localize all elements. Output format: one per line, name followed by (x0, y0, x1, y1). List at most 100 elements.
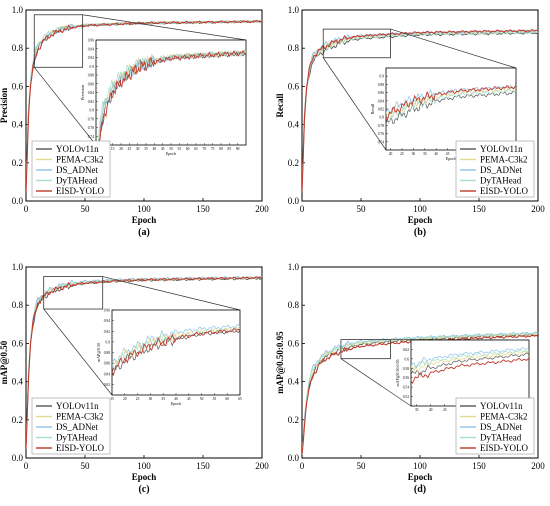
inset-y-tick-label: 0.82 (104, 383, 110, 387)
x-tick-label: 0 (24, 461, 29, 471)
y-tick-label: 0.4 (288, 120, 300, 130)
series-line-eisd-yolo (26, 19, 262, 192)
inset-series-line-eisd-yolo (411, 357, 529, 385)
zoom-region-box (322, 28, 391, 59)
inset-y-tick-label: 0.96 (104, 309, 110, 313)
inset-x-tick-label: 35 (415, 408, 419, 412)
y-tick-label: 0.2 (288, 158, 299, 168)
series-line-eisd-yolo (302, 28, 538, 192)
x-tick-label: 200 (255, 204, 269, 214)
inset-x-tick-label: 25 (136, 397, 140, 401)
x-tick-label: 0 (24, 204, 29, 214)
inset-x-tick-label: 70 (203, 147, 207, 151)
inset-series-line-eisd-yolo (98, 50, 246, 145)
inset-y-tick-label: 0.88 (104, 351, 110, 355)
series-group (26, 19, 262, 192)
x-tick-label: 150 (196, 204, 210, 214)
legend-label: EISD-YOLO (56, 443, 104, 453)
legend-label: EISD-YOLO (56, 186, 104, 196)
legend-label: DyTAHead (56, 176, 98, 186)
series-line-dytahead (302, 31, 538, 190)
zoom-connector-line (33, 67, 97, 146)
y-tick-label: 1.0 (12, 5, 24, 15)
zoom-connector-line (102, 276, 241, 311)
inset-y-tick-label: 0.86 (104, 362, 110, 366)
inset-x-tick-label: 25 (128, 147, 132, 151)
legend: YOLOv11nPEMA-C3k2DS_ADNetDyTAHeadEISD-YO… (31, 140, 111, 198)
inset-x-tick-label: 60 (225, 397, 229, 401)
inset-y-tick-label: 0.54 (403, 386, 409, 390)
inset-x-tick-label: 20 (389, 152, 393, 156)
y-tick-label: 0.8 (288, 43, 300, 53)
x-tick-label: 0 (300, 461, 305, 471)
y-axis-label: Precision (0, 88, 9, 123)
zoom-region-box (33, 14, 84, 68)
chart-panel-4: 0.0 0.2 0.4 0.6 0.8 1.0 0 50 100 150 200 Epoch mAP@0… (275, 262, 545, 495)
inset-x-axis-label: Epoch (171, 401, 181, 406)
inset-x-tick-label: 55 (213, 397, 217, 401)
inset-y-tick-label: 0.8 (90, 109, 95, 113)
inset-x-tick-label: 40 (429, 408, 433, 412)
inset-y-tick-label: 0.94 (104, 319, 110, 323)
inset-series-line-eisd-yolo (386, 85, 516, 123)
inset-x-tick-label: 20 (119, 147, 123, 151)
legend-label: PEMA-C3k2 (56, 412, 104, 422)
legend: YOLOv11nPEMA-C3k2DS_ADNetDyTAHeadEISD-YO… (455, 397, 535, 455)
y-tick-label: 0.6 (288, 338, 300, 348)
series-group (302, 28, 538, 192)
x-axis-label: Epoch (132, 472, 157, 482)
legend-label: DyTAHead (56, 433, 98, 443)
inset-series-group (97, 49, 246, 145)
panel-label: (a) (138, 227, 150, 238)
inset-y-tick-label: 0.74 (378, 140, 384, 144)
y-axis-label: mAP@0.50:0.95 (275, 331, 285, 394)
x-tick-label: 200 (531, 461, 545, 471)
inset-series-line-dytahead (411, 349, 529, 371)
y-tick-label: 1.0 (288, 5, 300, 15)
panel-label: (b) (414, 227, 426, 238)
x-tick-label: 100 (137, 204, 151, 214)
inset-x-tick-label: 90 (236, 147, 240, 151)
inset-x-axis-label: Epoch (166, 151, 176, 156)
chart-panel-1: 0.0 0.2 0.4 0.6 0.8 1.0 0 50 100 150 200 Epoch Preci… (0, 5, 269, 238)
legend-label: DyTAHead (480, 433, 522, 443)
inset-x-tick-label: 85 (228, 147, 232, 151)
inset-series-line-yolov11n (386, 90, 516, 125)
inset-x-tick-label: 35 (161, 397, 165, 401)
legend-label: DyTAHead (480, 176, 522, 186)
inset-x-tick-label: 35 (423, 152, 427, 156)
zoom-connector-line (340, 358, 412, 407)
inset-series-line-ds_adnet (411, 347, 529, 369)
inset-x-tick-label: 30 (412, 152, 416, 156)
y-axis-label: Recall (275, 93, 285, 117)
legend-box (455, 397, 535, 455)
legend-label: DS_ADNet (56, 165, 98, 175)
inset-frame (95, 39, 247, 146)
inset-x-tick-label: 55 (178, 147, 182, 151)
inset-y-tick-label: 0.82 (88, 100, 94, 104)
y-tick-label: 0.4 (288, 377, 300, 387)
inset-y-tick-label: 0.84 (104, 372, 110, 376)
inset-series-line-ds_adnet (112, 323, 240, 365)
inset-x-tick-label: 45 (161, 147, 165, 151)
legend-box (31, 140, 111, 198)
y-tick-label: 0.4 (12, 120, 24, 130)
y-tick-label: 0.8 (288, 300, 300, 310)
x-tick-label: 150 (472, 461, 486, 471)
x-tick-label: 0 (300, 204, 305, 214)
inset-x-tick-label: 65 (238, 397, 242, 401)
inset-y-tick-label: 0.84 (378, 99, 384, 103)
y-tick-label: 0.8 (12, 300, 24, 310)
zoom-connector-line (390, 28, 517, 69)
legend-label: DS_ADNet (56, 422, 98, 432)
x-axis-label: Epoch (408, 215, 433, 225)
inset-x-axis-label: Epoch (446, 156, 456, 161)
y-tick-label: 0.0 (12, 196, 24, 206)
inset-y-tick-label: 0.76 (378, 132, 384, 136)
inset-y-tick-label: 0.56 (403, 376, 409, 380)
inset-y-tick-label: 0.86 (378, 91, 384, 95)
inset-series-line-ds_adnet (386, 84, 516, 115)
inset-x-tick-label: 45 (446, 152, 450, 156)
inset-x-tick-label: 50 (200, 397, 204, 401)
